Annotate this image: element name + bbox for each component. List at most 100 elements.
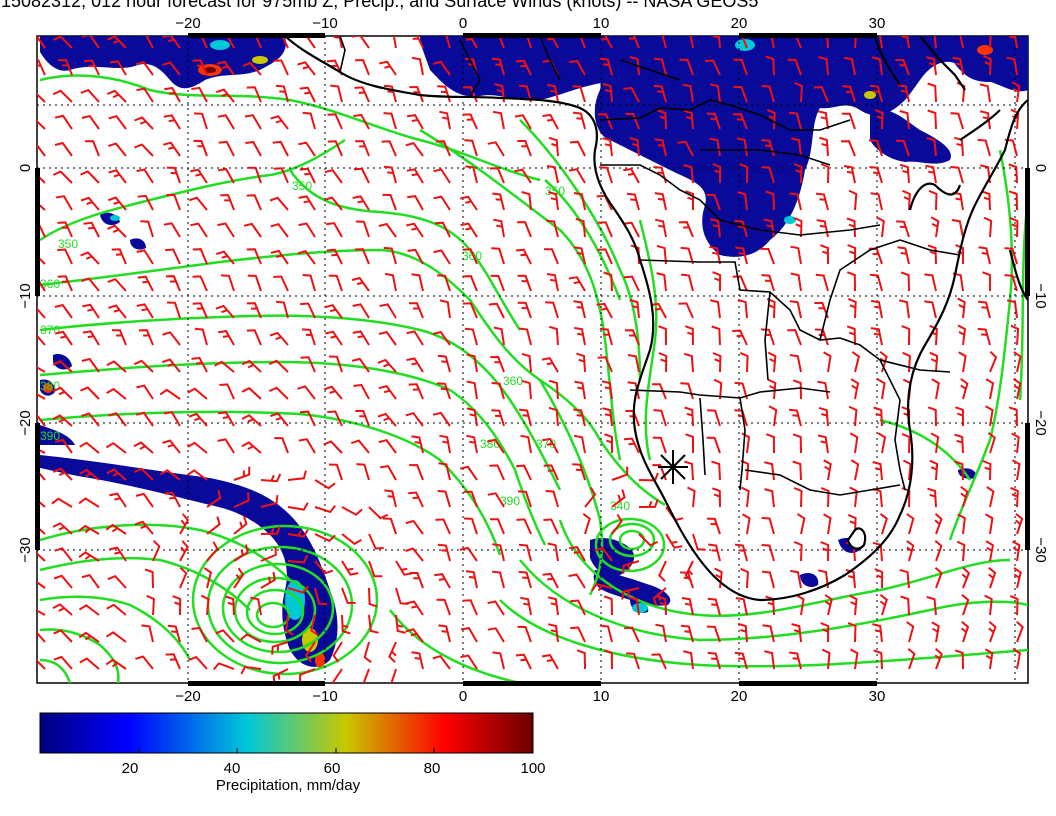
wind-barb bbox=[136, 168, 154, 184]
wind-barb bbox=[657, 109, 667, 130]
svg-text:20: 20 bbox=[731, 15, 748, 32]
location-star-marker[interactable] bbox=[658, 450, 688, 484]
wind-barb bbox=[787, 58, 802, 76]
wind-barb bbox=[433, 195, 451, 211]
wind-barb bbox=[1013, 378, 1022, 400]
wind-barb bbox=[516, 464, 532, 481]
wind-barb bbox=[707, 409, 721, 427]
wind-barb bbox=[712, 163, 722, 184]
wind-barb bbox=[438, 624, 451, 643]
wind-barb bbox=[692, 533, 706, 551]
wind-barb bbox=[547, 83, 559, 103]
wind-barb bbox=[269, 196, 289, 211]
wind-barb bbox=[628, 596, 640, 616]
wind-barb bbox=[792, 379, 802, 400]
wind-barb bbox=[362, 668, 370, 683]
wind-barb bbox=[331, 668, 343, 683]
wind-barb bbox=[706, 517, 721, 535]
wind-barb bbox=[623, 86, 640, 103]
wind-barb bbox=[193, 139, 208, 157]
wind-barb bbox=[705, 59, 721, 76]
wind-barb bbox=[762, 624, 775, 643]
wind-barb bbox=[459, 546, 478, 562]
wind-barb bbox=[272, 140, 289, 157]
wind-barb bbox=[927, 82, 937, 103]
wind-barb bbox=[487, 141, 505, 157]
wind-barb bbox=[191, 356, 208, 373]
wind-barb bbox=[341, 614, 351, 635]
wind-barb bbox=[411, 435, 424, 454]
wind-barb bbox=[405, 628, 424, 643]
wind-barb bbox=[1012, 648, 1022, 670]
wind-barb bbox=[1004, 274, 1018, 292]
wind-barb bbox=[297, 61, 316, 76]
wind-barb bbox=[108, 115, 127, 130]
wind-barb bbox=[460, 654, 478, 670]
wind-barb bbox=[978, 246, 991, 265]
wind-barb bbox=[146, 594, 155, 616]
wind-barb bbox=[870, 192, 883, 211]
wind-barb bbox=[879, 36, 883, 49]
wind-barb bbox=[436, 382, 451, 400]
wind-barb bbox=[1006, 299, 1018, 319]
wind-barb bbox=[741, 486, 750, 508]
wind-barb bbox=[432, 655, 451, 670]
wind-barb bbox=[363, 641, 372, 664]
wind-barb bbox=[925, 164, 937, 184]
wind-barb bbox=[547, 596, 559, 616]
wind-barb bbox=[405, 142, 424, 157]
wind-barb bbox=[78, 497, 100, 508]
wind-barb bbox=[653, 409, 667, 427]
wind-barb bbox=[246, 248, 262, 265]
wind-barb bbox=[133, 441, 154, 454]
wind-barb bbox=[708, 543, 721, 562]
wind-barb bbox=[464, 139, 478, 157]
wind-barb bbox=[82, 303, 100, 319]
wind-barb bbox=[368, 533, 384, 550]
wind-barb bbox=[872, 623, 883, 643]
wind-barb bbox=[327, 140, 343, 157]
wind-barb bbox=[225, 595, 235, 616]
wind-barb bbox=[545, 301, 559, 319]
colorbar-tick: 80 bbox=[424, 760, 441, 777]
wind-barb bbox=[820, 541, 830, 562]
wind-barb bbox=[83, 221, 100, 238]
wind-barb bbox=[572, 111, 586, 130]
wind-barb bbox=[874, 108, 884, 130]
wind-barb bbox=[517, 301, 532, 319]
wind-barb bbox=[328, 355, 343, 373]
wind-barb bbox=[790, 272, 802, 292]
wind-barb bbox=[145, 36, 154, 49]
wind-barb bbox=[353, 113, 370, 130]
wind-barb bbox=[842, 85, 856, 103]
wind-barb bbox=[233, 466, 251, 481]
lon-tick-labels-top: −20 −10 0 10 20 30 bbox=[175, 15, 885, 32]
wind-barb bbox=[192, 59, 208, 76]
wind-barb bbox=[407, 248, 424, 265]
wind-barb bbox=[351, 36, 370, 49]
wind-barb bbox=[928, 189, 938, 211]
wind-barb bbox=[960, 485, 969, 508]
wind-barb bbox=[287, 470, 307, 481]
wind-barb bbox=[493, 326, 505, 346]
wind-barb bbox=[870, 299, 883, 319]
wind-barb bbox=[166, 166, 181, 184]
wind-barb bbox=[521, 191, 532, 211]
wind-barb bbox=[368, 506, 389, 520]
wind-barb bbox=[629, 299, 640, 319]
wind-barb bbox=[574, 380, 586, 400]
wind-barb bbox=[713, 36, 721, 49]
wind-barb bbox=[794, 36, 802, 49]
wind-barb bbox=[706, 112, 721, 130]
wind-barb bbox=[314, 504, 336, 514]
wind-barb bbox=[240, 665, 262, 675]
wind-barb bbox=[220, 274, 235, 292]
wind-barb bbox=[330, 84, 343, 103]
wind-barb bbox=[254, 36, 262, 49]
wind-barb bbox=[275, 300, 289, 319]
wind-barb bbox=[788, 408, 802, 427]
wind-barb bbox=[216, 60, 235, 76]
wind-barb bbox=[576, 352, 586, 373]
wind-barb bbox=[287, 554, 309, 564]
